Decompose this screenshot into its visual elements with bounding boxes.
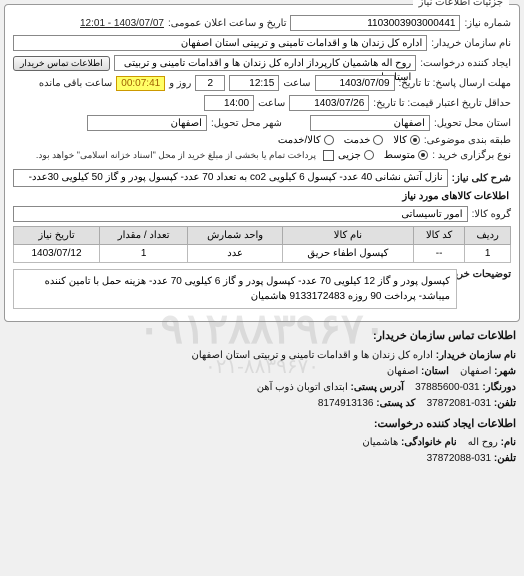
address-label: آدرس پستی: [351,382,404,393]
col-unit: واحد شمارش [188,227,283,245]
city-value: اصفهان [460,366,491,377]
delivery-city: اصفهان [87,115,207,131]
table-header-row: ردیف کد کالا نام کالا واحد شمارش تعداد /… [14,227,511,245]
panel-title: جزئیات اطلاعات نیاز [413,0,509,8]
province-value: اصفهان [387,366,418,377]
surname-value: هاشمیان [362,437,398,448]
delivery-state: اصفهان [310,115,430,131]
requester-label: ایجاد کننده درخواست: [420,58,511,69]
delivery-state-label: استان محل تحویل: [434,118,511,129]
org-value: اداره کل زندان ها و اقدامات تامینی و ترب… [192,350,433,361]
col-name: نام کالا [282,227,413,245]
creator-phone-value: 031-37872088 [427,453,492,464]
postal-label: کد پستی: [376,398,415,409]
validity-date: 1403/07/26 [289,95,369,111]
address-value: ابتدای اتوبان ذوب آهن [257,382,348,393]
name-value: روح اله [468,437,498,448]
countdown-timer: 00:07:41 [116,76,165,91]
buyer-label: نام سازمان خریدار: [431,38,511,49]
number-label: شماره نیاز: [464,18,511,29]
grouping-label: طبقه بندی موضوعی: [424,135,511,146]
contact-section: اطلاعات تماس سازمان خریدار: نام سازمان خ… [8,328,516,467]
table-row: 1 -- کپسول اطفاء حریق عدد 1 1403/07/12 [14,245,511,263]
col-row: ردیف [465,227,511,245]
fax-label: دورنگار: [482,382,516,393]
radio-medium[interactable]: متوسط [384,150,428,161]
treasury-checkbox[interactable] [320,150,334,161]
radio-partial[interactable]: جزیی [338,150,374,161]
surname-label: نام خانوادگی: [401,437,457,448]
validity-time: 14:00 [204,95,254,111]
radio-khedmat[interactable]: خدمت [344,135,384,146]
contact-header: اطلاعات تماس سازمان خریدار: [8,328,516,346]
validity-label: حداقل تاریخ اعتبار قیمت: تا تاریخ: [373,98,511,109]
sharh-field: نازل آتش نشانی 40 عدد- کپسول 6 کیلویی co… [13,169,448,187]
contact-button[interactable]: اطلاعات تماس خریدار [13,56,110,71]
postal-value: 8174913136 [318,398,374,409]
phone-value: 031-37872081 [427,398,492,409]
time-label-1: ساعت [283,78,310,89]
buyer-field: اداره کل زندان ها و اقدامات تامینی و ترب… [13,35,427,51]
announce-label: تاریخ و ساعت اعلان عمومی: [168,18,287,29]
deadline-date: 1403/07/09 [315,75,395,91]
fax-value: 031-37885600 [415,382,480,393]
sharh-label: شرح کلی نیاز: [452,173,511,184]
city-label: شهر: [494,366,516,377]
deadline-time: 12:15 [229,75,279,91]
days-label: روز و [169,78,191,89]
deadline-label: مهلت ارسال پاسخ: تا تاریخ: [399,78,511,89]
creator-header: اطلاعات ایجاد کننده درخواست: [8,416,516,434]
number-field: 1103003903000441 [290,15,460,31]
desc-label: توضیحات خریدار: [461,269,511,280]
radio-kala[interactable]: کالا [393,135,420,146]
org-label: نام سازمان خریدار: [436,350,516,361]
radio-both[interactable]: کالا/خدمت [278,135,334,146]
province-label: استان: [421,366,449,377]
time-label-2: ساعت [258,98,285,109]
delivery-city-label: شهر محل تحویل: [211,118,282,129]
purchase-radios: متوسط جزیی [338,150,428,161]
phone-label: تلفن: [494,398,516,409]
col-code: کد کالا [413,227,464,245]
desc-value: کپسول پودر و گاز 12 کیلویی 70 عدد- کپسول… [13,269,457,309]
group-field: امور تاسیساتی [13,206,468,222]
announce-value: 1403/07/07 - 12:01 [80,18,164,29]
days-value: 2 [195,75,225,91]
goods-table: ردیف کد کالا نام کالا واحد شمارش تعداد /… [13,226,511,263]
grouping-radios: کالا خدمت کالا/خدمت [278,135,420,146]
name-label: نام: [501,437,516,448]
creator-phone-label: تلفن: [494,453,516,464]
requester-field: روح اله هاشمیان کارپرداز اداره کل زندان … [114,55,417,71]
treasury-note: پرداخت تمام یا بخشی از مبلغ خرید از محل … [36,150,316,161]
group-label: گروه کالا: [472,209,511,220]
details-panel: جزئیات اطلاعات نیاز شماره نیاز: 11030039… [4,4,520,322]
goods-title: اطلاعات کالاهای مورد نیاز [15,191,509,202]
purchase-label: نوع برگزاری خرید : [432,150,511,161]
col-date: تاریخ نیاز [14,227,100,245]
col-qty: تعداد / مقدار [99,227,187,245]
remaining-label: ساعت باقی مانده [39,78,112,89]
